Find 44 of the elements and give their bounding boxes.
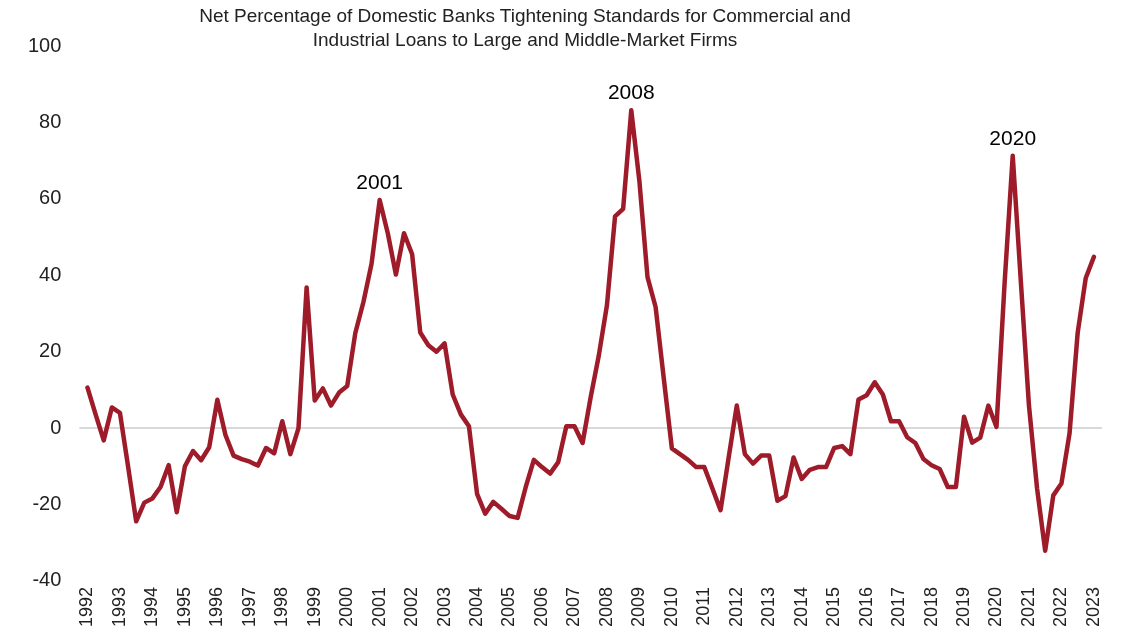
x-tick-label: 2014 [790, 586, 811, 627]
x-tick-label: 2000 [336, 586, 357, 627]
x-tick-label: 2020 [985, 586, 1006, 627]
x-tick-label: 2015 [823, 586, 844, 627]
x-tick-label: 2018 [920, 586, 941, 627]
x-tick-label: 2010 [660, 586, 681, 627]
y-tick-label: 40 [39, 262, 62, 285]
x-tick-label: 2017 [888, 586, 909, 627]
x-tick-label: 2021 [1017, 586, 1038, 627]
x-tick-label: 1995 [173, 586, 194, 627]
y-tick-label: -20 [32, 492, 62, 515]
annotation: 2001 [356, 170, 404, 194]
y-tick-label: 80 [39, 109, 62, 132]
x-tick-label: 1993 [108, 586, 129, 627]
y-tick-label: 20 [39, 339, 62, 362]
x-tick-label: 1997 [238, 586, 259, 627]
chart-title: Net Percentage of Domestic Banks Tightening Standards for Commercial and Industrial Loans to Large and Middle-Market Firms [198, 4, 852, 52]
y-tick-label: 60 [39, 186, 62, 209]
x-tick-label: 2001 [368, 586, 389, 627]
x-tick-label: 2004 [466, 586, 487, 627]
annotation: 2020 [989, 125, 1037, 149]
x-tick-label: 1998 [271, 586, 292, 627]
x-tick-label: 2002 [401, 586, 422, 627]
x-tick-label: 2005 [498, 586, 519, 627]
x-tick-label: 2022 [1050, 586, 1071, 627]
x-tick-label: 2019 [952, 586, 973, 627]
y-tick-label: -40 [32, 568, 62, 591]
x-tick-label: 2007 [563, 586, 584, 627]
x-tick-label: 2023 [1082, 586, 1103, 627]
x-tick-label: 2013 [758, 586, 779, 627]
x-tick-label: 2003 [433, 586, 454, 627]
x-tick-label: 1999 [303, 586, 324, 627]
y-tick-label: 100 [27, 33, 62, 56]
x-tick-label: 2009 [628, 586, 649, 627]
x-tick-label: 2012 [725, 586, 746, 627]
x-tick-label: 2008 [595, 586, 616, 627]
x-tick-label: 1992 [76, 586, 97, 627]
annotation: 2008 [607, 80, 655, 104]
x-tick-label: 2006 [530, 586, 551, 627]
x-tick-label: 1996 [206, 586, 227, 627]
y-tick-label: 0 [50, 415, 62, 438]
x-tick-label: 2016 [855, 586, 876, 627]
x-tick-label: 1994 [141, 586, 162, 627]
x-tick-label: 2011 [693, 586, 714, 626]
